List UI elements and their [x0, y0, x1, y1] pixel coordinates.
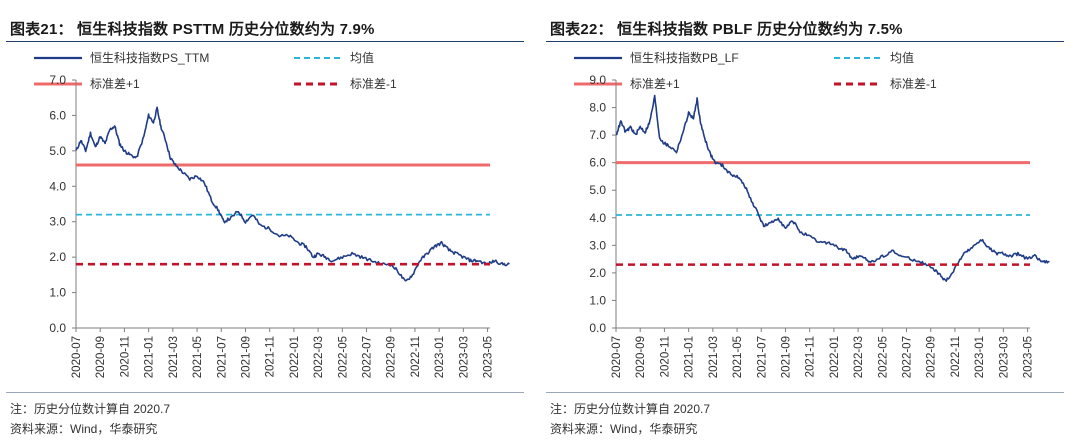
legend-mean-label: 均值 — [350, 50, 374, 65]
legend-series-label: 恒生科技指数PB_LF — [630, 50, 739, 65]
legend-std-minus-label: 标准差-1 — [350, 77, 397, 91]
x-tick-label: 2021-01 — [144, 336, 156, 378]
y-tick-label: 3.0 — [49, 215, 66, 229]
y-tick-label: 0.0 — [49, 321, 66, 335]
legend-std-minus-label: 标准差-1 — [890, 77, 937, 91]
y-tick-label: 5.0 — [49, 144, 66, 158]
series-line — [75, 106, 510, 282]
y-tick-label: 4.0 — [49, 179, 66, 193]
x-tick-label: 2022-09 — [926, 336, 938, 378]
chart-note: 注：历史分位数计算自 2020.7 — [550, 402, 711, 416]
x-tick-label: 2023-01 — [434, 336, 446, 378]
legend-mean-label: 均值 — [890, 50, 914, 65]
x-tick-label: 2022-05 — [337, 336, 349, 378]
x-tick-label: 2022-09 — [386, 336, 398, 378]
y-tick-label: 0.0 — [589, 321, 606, 335]
y-tick-label: 2.0 — [49, 250, 66, 264]
chart-title: 图表22： 恒生科技指数 PBLF 历史分位数约为 7.5% — [550, 21, 903, 38]
x-tick-label: 2023-03 — [998, 336, 1010, 378]
x-tick-label: 2021-11 — [805, 336, 817, 377]
x-tick-label: 2022-05 — [877, 336, 889, 378]
y-tick-label: 5.0 — [589, 183, 606, 197]
x-tick-label: 2021-07 — [756, 336, 768, 378]
title-divider — [546, 41, 1064, 42]
y-tick-label: 1.0 — [49, 286, 66, 300]
x-tick-label: 2021-05 — [732, 336, 744, 378]
x-tick-label: 2023-03 — [458, 336, 470, 378]
x-tick-label: 2020-09 — [635, 336, 647, 378]
legend-std-plus-label: 标准差+1 — [630, 77, 680, 91]
x-tick-label: 2020-07 — [611, 336, 623, 378]
x-tick-label: 2021-09 — [240, 336, 252, 378]
x-tick-label: 2021-03 — [708, 336, 720, 378]
x-tick-label: 2021-07 — [216, 336, 228, 378]
x-tick-label: 2021-01 — [684, 336, 696, 378]
chart-note: 注：历史分位数计算自 2020.7 — [10, 402, 171, 416]
chart-title: 图表21： 恒生科技指数 PSTTM 历史分位数约为 7.9% — [10, 21, 375, 38]
x-tick-label: 2022-01 — [829, 336, 841, 378]
chart-panel-pb-lf: 图表22： 恒生科技指数 PBLF 历史分位数约为 7.5% 恒生科技指数PB_… — [546, 0, 1076, 446]
series-line — [615, 94, 1050, 282]
x-tick-label: 2023-05 — [483, 336, 495, 378]
x-tick-label: 2023-01 — [974, 336, 986, 378]
x-tick-label: 2021-05 — [192, 336, 204, 378]
x-tick-label: 2022-07 — [902, 336, 914, 378]
x-tick-label: 2022-07 — [362, 336, 374, 378]
y-tick-label: 8.0 — [589, 101, 606, 115]
y-tick-label: 6.0 — [589, 156, 606, 170]
footer-divider — [6, 392, 524, 393]
chart-source: 资料来源：Wind，华泰研究 — [10, 422, 158, 436]
x-tick-label: 2023-05 — [1023, 336, 1035, 378]
title-divider — [6, 41, 524, 42]
x-tick-label: 2022-01 — [289, 336, 301, 378]
y-tick-label: 4.0 — [589, 211, 606, 225]
footer-divider — [546, 392, 1064, 393]
x-tick-label: 2022-03 — [313, 336, 325, 378]
x-tick-label: 2022-11 — [950, 336, 962, 377]
y-tick-label: 7.0 — [49, 73, 66, 87]
legend-series-label: 恒生科技指数PS_TTM — [90, 50, 209, 65]
x-tick-label: 2021-09 — [780, 336, 792, 378]
x-tick-label: 2020-11 — [659, 336, 671, 377]
x-tick-label: 2020-11 — [119, 336, 131, 377]
x-tick-label: 2022-03 — [853, 336, 865, 378]
x-tick-label: 2020-09 — [95, 336, 107, 378]
chart-panel-ps-ttm: 图表21： 恒生科技指数 PSTTM 历史分位数约为 7.9% 恒生科技指数PS… — [6, 0, 536, 446]
y-tick-label: 1.0 — [589, 293, 606, 307]
y-tick-label: 2.0 — [589, 266, 606, 280]
x-tick-label: 2021-03 — [168, 336, 180, 378]
x-tick-label: 2020-07 — [71, 336, 83, 378]
x-tick-label: 2022-11 — [410, 336, 422, 377]
y-tick-label: 7.0 — [589, 128, 606, 142]
legend-std-plus-label: 标准差+1 — [90, 77, 140, 91]
y-tick-label: 3.0 — [589, 238, 606, 252]
chart-source: 资料来源：Wind，华泰研究 — [550, 422, 698, 436]
y-tick-label: 9.0 — [589, 73, 606, 87]
y-tick-label: 6.0 — [49, 108, 66, 122]
x-tick-label: 2021-11 — [265, 336, 277, 377]
